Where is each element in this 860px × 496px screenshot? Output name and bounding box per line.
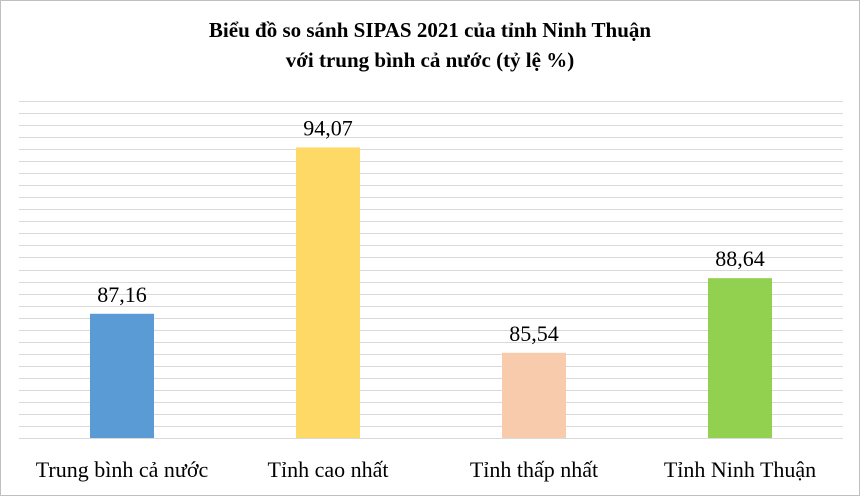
value-label-4: 88,64 bbox=[715, 246, 765, 271]
value-labels: 87,16 94,07 85,54 88,64 bbox=[97, 115, 765, 345]
bar-4 bbox=[708, 278, 772, 438]
chart-subtitle: với trung bình cả nước (tỷ lệ %) bbox=[285, 48, 575, 72]
category-label-1: Trung bình cả nước bbox=[36, 457, 209, 482]
bars bbox=[90, 147, 772, 438]
category-label-3: Tỉnh thấp nhất bbox=[470, 457, 598, 482]
bar-2 bbox=[296, 147, 360, 438]
bar-1 bbox=[90, 313, 154, 438]
value-label-1: 87,16 bbox=[97, 282, 147, 307]
chart-title-block: Biểu đồ so sánh SIPAS 2021 của tỉnh Ninh… bbox=[1, 15, 859, 75]
value-label-2: 94,07 bbox=[303, 115, 353, 140]
bar-3 bbox=[502, 352, 566, 438]
value-label-3: 85,54 bbox=[509, 321, 559, 346]
gridlines bbox=[19, 101, 843, 439]
category-label-4: Tỉnh Ninh Thuận bbox=[664, 457, 816, 482]
category-labels: Trung bình cả nước Tỉnh cao nhất Tỉnh thấp… bbox=[36, 457, 816, 482]
category-label-2: Tỉnh cao nhất bbox=[268, 457, 389, 482]
chart-title: Biểu đồ so sánh SIPAS 2021 của tỉnh Ninh… bbox=[208, 18, 652, 42]
